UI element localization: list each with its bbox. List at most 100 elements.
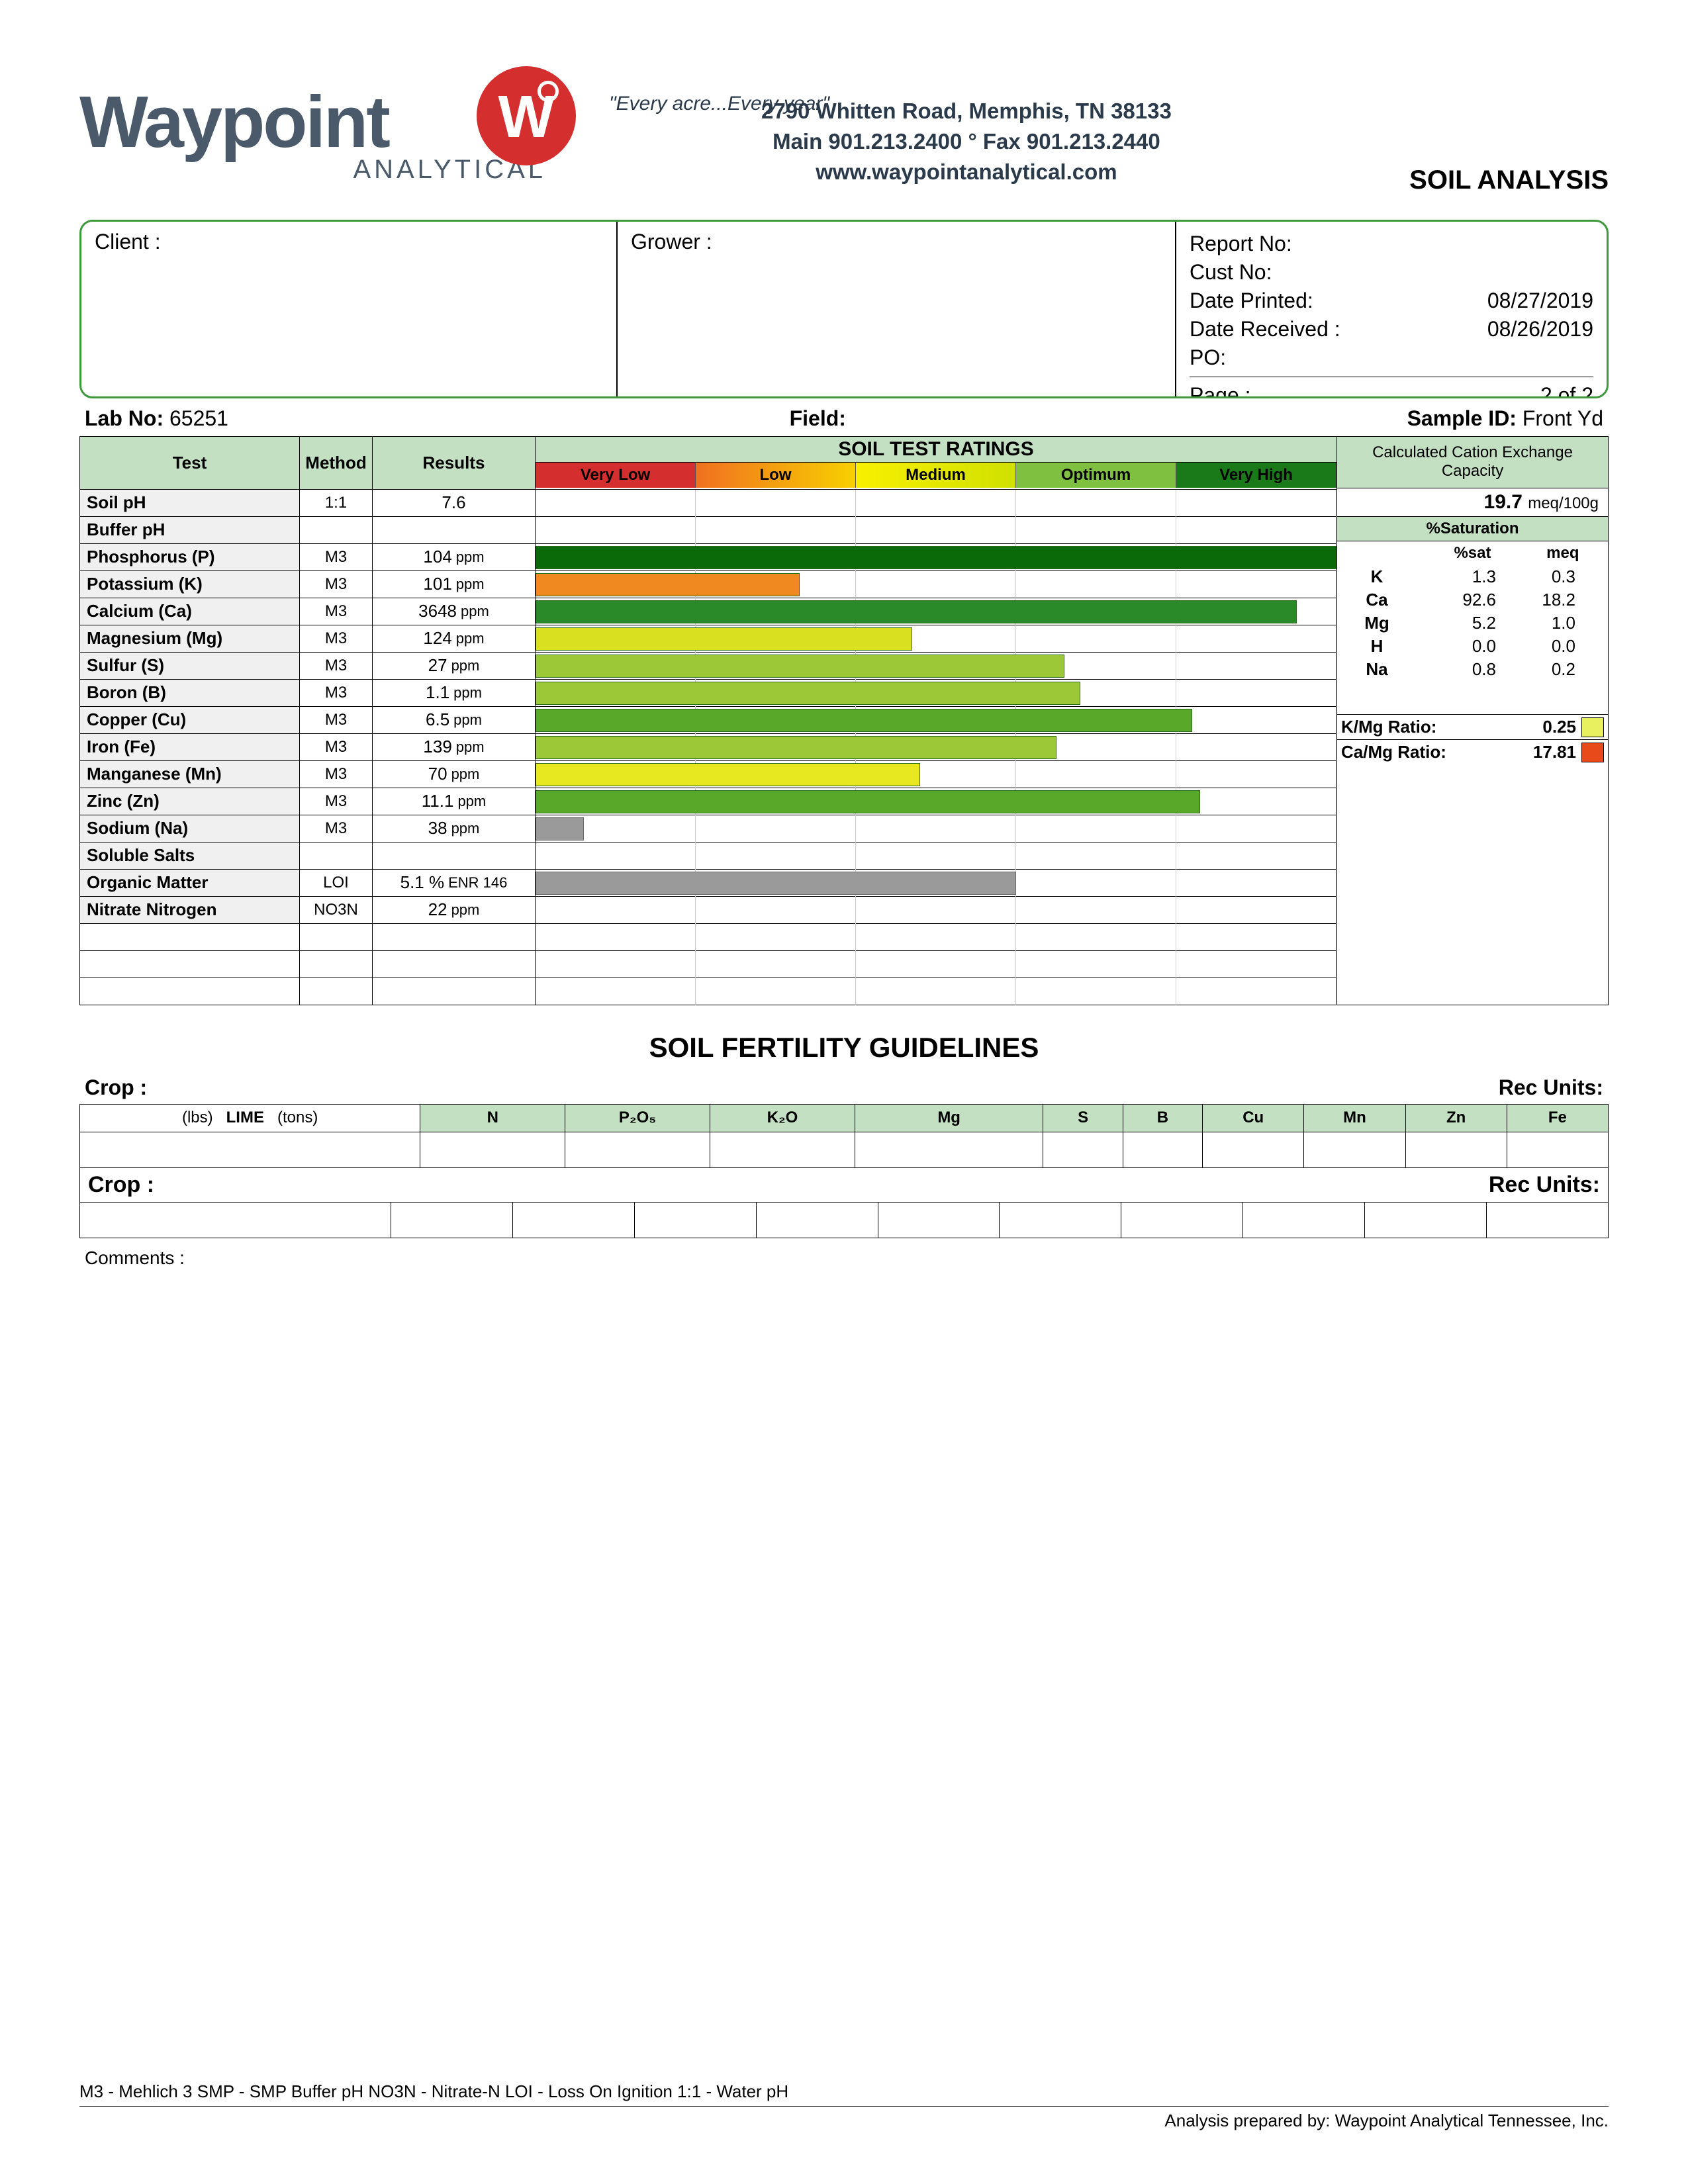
test-method: M3 — [300, 707, 373, 733]
rating-bar-track — [536, 544, 1336, 571]
rating-bar-track — [536, 625, 1336, 653]
test-name: Buffer pH — [80, 517, 300, 543]
test-result — [373, 924, 536, 950]
cec-title: Calculated Cation Exchange Capacity — [1337, 437, 1608, 489]
test-row: Zinc (Zn)M311.1 ppm — [80, 788, 1336, 815]
test-name: Nitrate Nitrogen — [80, 897, 300, 923]
rating-bar-track — [536, 653, 1336, 680]
report-header: Waypoint ANALYTICAL W 2790 Whitten Road,… — [79, 86, 1609, 188]
crop-label-1: Crop : — [85, 1075, 147, 1100]
rating-bar-track — [536, 571, 1336, 598]
company-website: www.waypointanalytical.com — [761, 157, 1172, 187]
date-printed-label: Date Printed: — [1190, 287, 1313, 315]
date-received-label: Date Received : — [1190, 315, 1340, 343]
test-method: M3 — [300, 788, 373, 815]
test-method: M3 — [300, 625, 373, 652]
sample-label: Sample ID: — [1407, 406, 1517, 430]
rating-bar-track — [536, 707, 1336, 734]
test-method — [300, 924, 373, 950]
cust-no-label: Cust No: — [1190, 258, 1272, 287]
ratio-row: K/Mg Ratio:0.25 — [1337, 714, 1608, 739]
sample-id: Front Yd — [1523, 406, 1603, 430]
labno: 65251 — [169, 406, 228, 430]
test-result: 3648 ppm — [373, 598, 536, 625]
guideline-col-header: Zn — [1405, 1104, 1507, 1132]
rating-band: Very Low — [536, 463, 696, 488]
rating-bar-track — [536, 734, 1336, 761]
test-row: Sodium (Na)M338 ppm — [80, 815, 1336, 842]
test-method: 1:1 — [300, 490, 373, 516]
guideline-col-header: S — [1043, 1104, 1123, 1132]
test-name: Calcium (Ca) — [80, 598, 300, 625]
rating-bar-fill — [536, 655, 1064, 678]
saturation-rows: K1.30.3Ca92.618.2Mg5.21.0H0.00.0Na0.80.2 — [1337, 565, 1608, 681]
test-method: M3 — [300, 598, 373, 625]
rec-units-label-2: Rec Units: — [1489, 1172, 1600, 1198]
guideline-col-header: K₂O — [710, 1104, 855, 1132]
test-result: 139 ppm — [373, 734, 536, 760]
rating-bar-fill — [536, 790, 1200, 813]
rating-bar-track — [536, 870, 1336, 897]
test-result — [373, 978, 536, 1005]
cec-panel: Calculated Cation Exchange Capacity 19.7… — [1336, 437, 1608, 1005]
test-method — [300, 978, 373, 1005]
test-result: 1.1 ppm — [373, 680, 536, 706]
crop-line-1: Crop : Rec Units: — [79, 1075, 1609, 1104]
test-row: Magnesium (Mg)M3124 ppm — [80, 625, 1336, 652]
guideline-col-header: Fe — [1507, 1104, 1608, 1132]
logo-block: Waypoint ANALYTICAL W — [79, 86, 602, 185]
test-name: Manganese (Mn) — [80, 761, 300, 788]
page-footer: M3 - Mehlich 3 SMP - SMP Buffer pH NO3N … — [79, 2081, 1609, 2131]
test-row: Potassium (K)M3101 ppm — [80, 570, 1336, 598]
tagline: "Every acre...Every year" — [609, 93, 829, 115]
ratio-rows: K/Mg Ratio:0.25Ca/Mg Ratio:17.81 — [1337, 714, 1608, 764]
document-title: SOIL ANALYSIS — [1409, 165, 1609, 195]
test-row: Boron (B)M31.1 ppm — [80, 679, 1336, 706]
rating-bar-fill — [536, 736, 1056, 759]
test-method: M3 — [300, 680, 373, 706]
test-method: M3 — [300, 815, 373, 842]
saturation-row: Na0.80.2 — [1337, 658, 1608, 681]
test-name: Soil pH — [80, 490, 300, 516]
rating-bar-track — [536, 761, 1336, 788]
saturation-row: K1.30.3 — [1337, 565, 1608, 588]
rating-bar-track — [536, 842, 1336, 870]
test-result: 7.6 — [373, 490, 536, 516]
test-row: Nitrate NitrogenNO3N22 ppm — [80, 896, 1336, 923]
page-number: 2 of 2 — [1540, 381, 1593, 398]
test-result — [373, 951, 536, 978]
test-name: Organic Matter — [80, 870, 300, 896]
test-method: M3 — [300, 571, 373, 598]
guideline-col-header: Mn — [1304, 1104, 1405, 1132]
test-name: Magnesium (Mg) — [80, 625, 300, 652]
cec-value: 19.7 meq/100g — [1337, 488, 1608, 516]
col-header-test: Test — [80, 437, 300, 489]
test-result: 70 ppm — [373, 761, 536, 788]
test-result — [373, 842, 536, 869]
test-method: M3 — [300, 544, 373, 570]
ratio-row: Ca/Mg Ratio:17.81 — [1337, 739, 1608, 764]
test-row: Iron (Fe)M3139 ppm — [80, 733, 1336, 760]
col-header-method: Method — [300, 437, 373, 489]
rating-bar-track — [536, 815, 1336, 842]
rating-bar-track — [536, 788, 1336, 815]
test-name: Sulfur (S) — [80, 653, 300, 679]
test-result: 5.1 % ENR 146 — [373, 870, 536, 896]
test-row: Sulfur (S)M327 ppm — [80, 652, 1336, 679]
rating-bar-track — [536, 897, 1336, 924]
rating-band: Low — [696, 463, 856, 488]
grower-label: Grower : — [631, 230, 712, 253]
date-received: 08/26/2019 — [1487, 315, 1593, 343]
test-method: LOI — [300, 870, 373, 896]
saturation-row: Ca92.618.2 — [1337, 588, 1608, 612]
test-name: Boron (B) — [80, 680, 300, 706]
ratings-title: SOIL TEST RATINGS — [536, 437, 1336, 463]
lab-line: Lab No: 65251 Field: Sample ID: Front Yd — [79, 398, 1609, 436]
test-result: 27 ppm — [373, 653, 536, 679]
page-label: Page : — [1190, 381, 1251, 398]
report-no-label: Report No: — [1190, 230, 1292, 258]
guidelines-table-2 — [79, 1202, 1609, 1238]
test-method: NO3N — [300, 897, 373, 923]
crop-label-2: Crop : — [88, 1172, 154, 1198]
test-result: 124 ppm — [373, 625, 536, 652]
